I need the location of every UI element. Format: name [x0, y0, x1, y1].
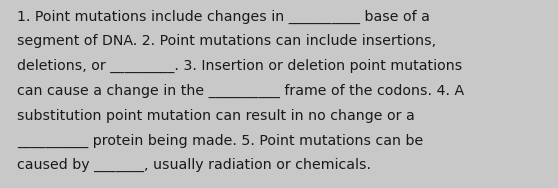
Text: deletions, or _________. 3. Insertion or deletion point mutations: deletions, or _________. 3. Insertion or…	[17, 59, 462, 73]
Text: segment of DNA. 2. Point mutations can include insertions,: segment of DNA. 2. Point mutations can i…	[17, 34, 436, 48]
Text: substitution point mutation can result in no change or a: substitution point mutation can result i…	[17, 109, 415, 123]
Text: 1. Point mutations include changes in __________ base of a: 1. Point mutations include changes in __…	[17, 9, 430, 24]
Text: __________ protein being made. 5. Point mutations can be: __________ protein being made. 5. Point …	[17, 133, 423, 148]
Text: can cause a change in the __________ frame of the codons. 4. A: can cause a change in the __________ fra…	[17, 84, 464, 98]
Text: caused by _______, usually radiation or chemicals.: caused by _______, usually radiation or …	[17, 158, 371, 172]
